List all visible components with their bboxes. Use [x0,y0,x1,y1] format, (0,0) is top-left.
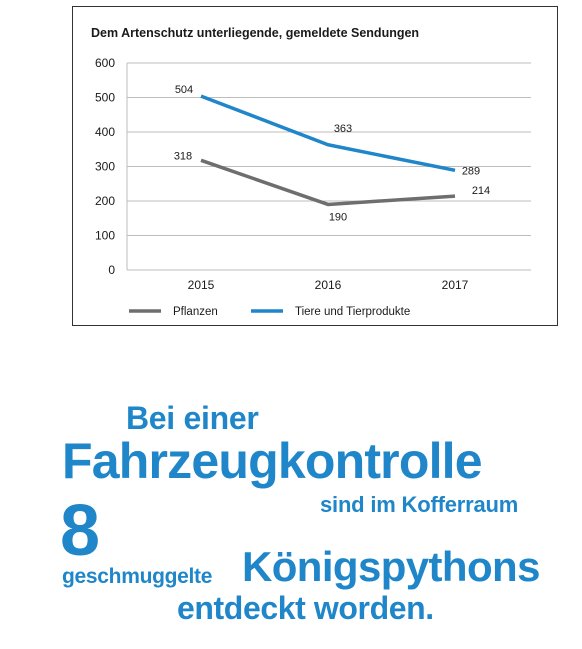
data-label: 190 [329,211,347,223]
y-tick-label: 0 [108,263,115,277]
headline-line-1: Bei einer [126,400,259,436]
headline-number: 8 [60,491,101,571]
chart-title: Dem Artenschutz unterliegende, gemeldete… [91,26,420,40]
x-tick-label: 2017 [442,278,469,292]
y-tick-label: 100 [95,229,115,243]
data-label: 214 [472,185,490,197]
data-label: 504 [175,84,193,96]
series-line [200,94,456,173]
series-line [200,158,456,207]
data-label: 363 [334,123,352,135]
headline-line-3: sind im Kofferraum [320,492,519,517]
y-tick-label: 200 [95,194,115,208]
headline-line-2: Fahrzeugkontrolle [62,433,483,489]
y-tick-label: 300 [95,160,115,174]
data-label: 289 [462,165,480,177]
legend-label: Pflanzen [173,306,218,318]
y-tick-label: 400 [95,125,115,139]
x-tick-label: 2016 [315,278,342,292]
y-tick-label: 500 [95,91,115,105]
line-chart: 0 100 200 300 400 500 600 2015 2016 2017 318 190 214… [95,56,531,318]
headline-line-4: geschmuggelte [62,565,213,588]
legend-label: Tiere und Tierprodukte [295,306,410,318]
y-tick-label: 600 [95,56,115,70]
data-label: 318 [174,150,192,162]
chart-container: Dem Artenschutz unterliegende, gemeldete… [72,6,558,326]
headline-line-5: Königspythons [242,543,540,590]
headline-line-6: entdeckt worden. [177,590,434,626]
x-tick-label: 2015 [188,278,215,292]
